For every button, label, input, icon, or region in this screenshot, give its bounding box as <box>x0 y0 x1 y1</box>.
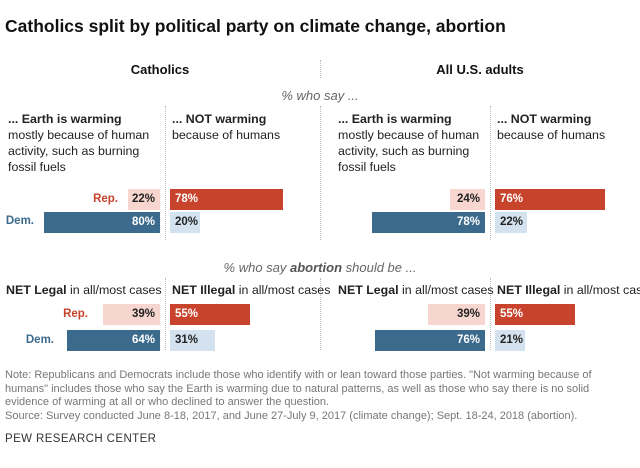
abortion-subtitle: % who say abortion should be ... <box>170 260 470 275</box>
divider-cath-climate <box>165 106 166 240</box>
header-warming-line4: fossil fuels <box>8 160 66 174</box>
header-warming-line4: fossil fuels <box>338 160 396 174</box>
bar-climate-change-catholics-warming-rep: 22% <box>128 189 160 210</box>
header-warming-bold: ... Earth is warming <box>338 112 452 126</box>
header-illegal-bold: NET Illegal <box>172 283 236 297</box>
bar-climate-change-all-u-s-adults-not-rep: 76% <box>495 189 606 210</box>
divider-cath-abortion <box>165 278 166 350</box>
bar-climate-change-all-u-s-adults-not-dem: 22% <box>495 212 527 233</box>
divider-climate <box>320 106 321 240</box>
chart-title: Catholics split by political party on cl… <box>5 16 506 36</box>
header-legal-bold: NET Legal <box>338 283 399 297</box>
header-not-line2: because of humans <box>497 128 606 142</box>
bar-climate-change-all-u-s-adults-warming-dem: 78% <box>371 212 485 233</box>
divider-all-climate <box>490 106 491 240</box>
header-legal-bold: NET Legal <box>6 283 67 297</box>
header-legal-rest: in all/most cases <box>398 283 494 297</box>
divider-all-abortion <box>490 278 491 350</box>
header-legal-catholics: NET Legal in all/most cases <box>6 282 162 298</box>
row-label-rep-abortion: Rep. <box>63 308 88 320</box>
bar-abortion-catholics-illegal-dem: 31% <box>170 330 215 351</box>
header-illegal-rest: in all/most cases <box>563 283 640 297</box>
header-illegal-all: NET Illegal in all/most cases <box>497 282 640 298</box>
bar-abortion-all-u-s-adults-illegal-rep: 55% <box>495 304 575 325</box>
header-warming-bold: ... Earth is warming <box>8 112 122 126</box>
header-not-line2: because of humans <box>172 128 281 142</box>
header-warming-line2: mostly because of human <box>8 128 150 142</box>
header-illegal-catholics: NET Illegal in all/most cases <box>172 282 330 298</box>
divider-abortion <box>320 278 321 350</box>
row-label-dem-climate: Dem. <box>5 215 34 227</box>
panel-title-all-adults: All U.S. adults <box>436 62 524 77</box>
header-warming-line3: activity, such as burning <box>8 144 140 158</box>
header-warming-all: ... Earth is warming mostly because of h… <box>338 111 479 175</box>
bar-abortion-catholics-legal-rep: 39% <box>103 304 160 325</box>
climate-subtitle: % who say ... <box>281 88 359 103</box>
bar-abortion-catholics-illegal-rep: 55% <box>170 304 250 325</box>
bar-abortion-catholics-legal-dem: 64% <box>67 330 160 351</box>
header-not-bold: ... NOT warming <box>497 112 592 126</box>
header-illegal-bold: NET Illegal <box>497 283 561 297</box>
header-not-warming-all: ... NOT warming because of humans <box>497 111 605 143</box>
header-legal-rest: in all/most cases <box>66 283 162 297</box>
header-legal-all: NET Legal in all/most cases <box>338 282 494 298</box>
bar-climate-change-catholics-not-dem: 20% <box>170 212 200 233</box>
chart-source: Source: Survey conducted June 8-18, 2017… <box>5 410 578 422</box>
bar-abortion-all-u-s-adults-legal-rep: 39% <box>428 304 485 325</box>
chart-note: Note: Republicans and Democrats include … <box>5 369 592 409</box>
abortion-subtitle-emphasis: abortion <box>290 260 343 275</box>
panel-title-catholics: Catholics <box>130 62 190 77</box>
bar-climate-change-catholics-warming-dem: 80% <box>44 212 160 233</box>
header-warming-line2: mostly because of human <box>338 128 480 142</box>
abortion-subtitle-suffix: should be ... <box>342 260 417 275</box>
row-label-rep-climate: Rep. <box>93 193 118 205</box>
header-warming-line3: activity, such as burning <box>338 144 470 158</box>
bar-climate-change-all-u-s-adults-warming-rep: 24% <box>450 189 485 210</box>
header-not-warming-catholics: ... NOT warming because of humans <box>172 111 280 143</box>
header-warming-catholics: ... Earth is warming mostly because of h… <box>8 111 149 175</box>
chart-credit: PEW RESEARCH CENTER <box>5 433 157 445</box>
bar-abortion-all-u-s-adults-illegal-dem: 21% <box>495 330 526 351</box>
header-illegal-rest: in all/most cases <box>235 283 331 297</box>
bar-climate-change-catholics-not-rep: 78% <box>170 189 284 210</box>
divider-top <box>320 60 321 78</box>
abortion-subtitle-prefix: % who say <box>223 260 291 275</box>
header-not-bold: ... NOT warming <box>172 112 267 126</box>
row-label-dem-abortion: Dem. <box>25 334 54 346</box>
bar-abortion-all-u-s-adults-legal-dem: 76% <box>374 330 485 351</box>
